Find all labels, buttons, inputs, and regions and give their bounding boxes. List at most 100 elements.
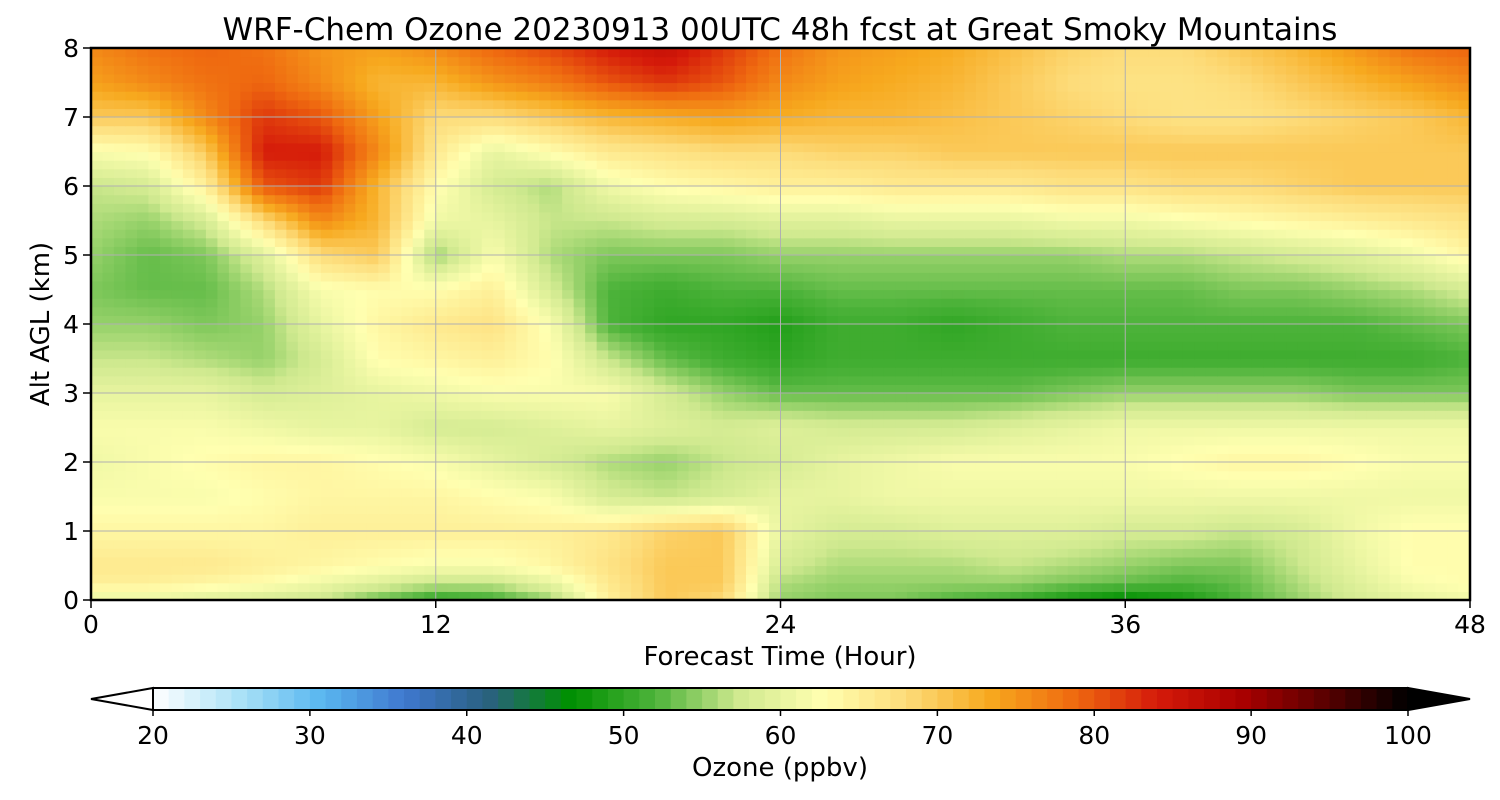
heatmap-cell [217, 349, 230, 360]
heatmap-cell [791, 393, 805, 403]
heatmap-cell [1274, 289, 1287, 299]
heatmap-cell [677, 505, 690, 515]
heatmap-cell [1240, 591, 1253, 601]
heatmap-cell [918, 410, 931, 420]
heatmap-cell [1401, 539, 1414, 549]
heatmap-cell [1435, 574, 1448, 584]
heatmap-cell [619, 341, 632, 351]
heatmap-cell [964, 513, 977, 523]
heatmap-cell [171, 306, 184, 316]
heatmap-cell [1113, 444, 1126, 454]
heatmap-cell [562, 410, 575, 420]
heatmap-cell [320, 375, 333, 385]
heatmap-cell [435, 565, 448, 575]
heatmap-cell [1274, 246, 1287, 256]
heatmap-cell [1021, 341, 1034, 351]
heatmap-cell [1148, 324, 1161, 334]
heatmap-cell [355, 237, 368, 247]
heatmap-cell [998, 427, 1011, 437]
heatmap-cell [780, 556, 793, 567]
heatmap-cell [251, 531, 264, 541]
heatmap-cell [700, 272, 713, 282]
heatmap-cell [194, 401, 207, 411]
heatmap-cell [700, 548, 713, 558]
heatmap-cell [1228, 548, 1241, 558]
heatmap-cell [1320, 548, 1333, 558]
heatmap-cell [654, 505, 667, 515]
heatmap-cell [711, 255, 724, 265]
heatmap-cell [1424, 384, 1437, 394]
heatmap-cell [435, 306, 448, 316]
heatmap-cell [424, 522, 437, 532]
heatmap-cell [401, 306, 414, 316]
heatmap-cell [516, 410, 529, 420]
heatmap-cell [1033, 393, 1046, 403]
heatmap-cell [757, 255, 770, 265]
heatmap-cell [1090, 272, 1103, 282]
heatmap-cell [355, 341, 368, 351]
heatmap-cell [1125, 453, 1138, 463]
heatmap-cell [975, 263, 988, 273]
heatmap-cell [1205, 401, 1218, 411]
heatmap-cell [998, 272, 1011, 282]
heatmap-cell [1021, 487, 1034, 498]
heatmap-cell [677, 591, 690, 601]
heatmap-cell [194, 324, 207, 334]
heatmap-cell [539, 427, 552, 437]
heatmap-cell [929, 315, 942, 325]
heatmap-cell [1332, 548, 1345, 558]
heatmap-cell [1010, 289, 1023, 299]
heatmap-cell [1424, 548, 1437, 558]
heatmap-cell [837, 436, 851, 446]
heatmap-cell [458, 401, 471, 411]
heatmap-cell [1228, 375, 1241, 385]
heatmap-cell [389, 539, 402, 549]
heatmap-cell [642, 591, 655, 601]
heatmap-cell [1424, 341, 1437, 351]
heatmap-cell [642, 418, 655, 429]
heatmap-cell [1010, 574, 1023, 584]
heatmap-cell [1033, 341, 1046, 351]
heatmap-cell [803, 487, 816, 498]
heatmap-cell [1424, 505, 1437, 515]
heatmap-cell [228, 298, 241, 308]
heatmap-cell [608, 384, 621, 394]
heatmap-cell [711, 410, 724, 420]
heatmap-cell [159, 280, 173, 291]
heatmap-cell [1136, 539, 1149, 549]
heatmap-cell [1332, 427, 1345, 437]
heatmap-cell [1113, 496, 1126, 506]
heatmap-cell [1102, 453, 1115, 463]
heatmap-cell [1366, 479, 1379, 489]
heatmap-cell [1412, 453, 1425, 463]
heatmap-cell [171, 289, 184, 299]
heatmap-cell [1102, 384, 1115, 394]
heatmap-cell [240, 272, 253, 282]
heatmap-cell [320, 591, 333, 601]
heatmap-cell [688, 367, 701, 377]
heatmap-cell [952, 453, 965, 463]
heatmap-cell [757, 237, 770, 247]
heatmap-cell [435, 574, 448, 584]
heatmap-cell [1435, 246, 1448, 256]
heatmap-cell [711, 237, 724, 247]
heatmap-cell [631, 548, 644, 558]
heatmap-cell [1090, 384, 1103, 394]
heatmap-cell [1286, 401, 1299, 411]
heatmap-cell [975, 462, 988, 472]
heatmap-cell [619, 393, 632, 403]
heatmap-cell [1148, 479, 1161, 489]
heatmap-cell [596, 358, 609, 368]
heatmap-cell [654, 470, 667, 480]
heatmap-cell [217, 496, 230, 506]
heatmap-cell [631, 418, 644, 429]
heatmap-cell [1447, 418, 1460, 429]
heatmap-cell [619, 349, 632, 360]
heatmap-cell [757, 505, 770, 515]
heatmap-cell [309, 513, 322, 523]
heatmap-cell [573, 324, 586, 334]
heatmap-cell [1159, 246, 1172, 256]
heatmap-cell [1389, 522, 1402, 532]
heatmap-cell [1033, 479, 1046, 489]
heatmap-cell [263, 496, 276, 506]
